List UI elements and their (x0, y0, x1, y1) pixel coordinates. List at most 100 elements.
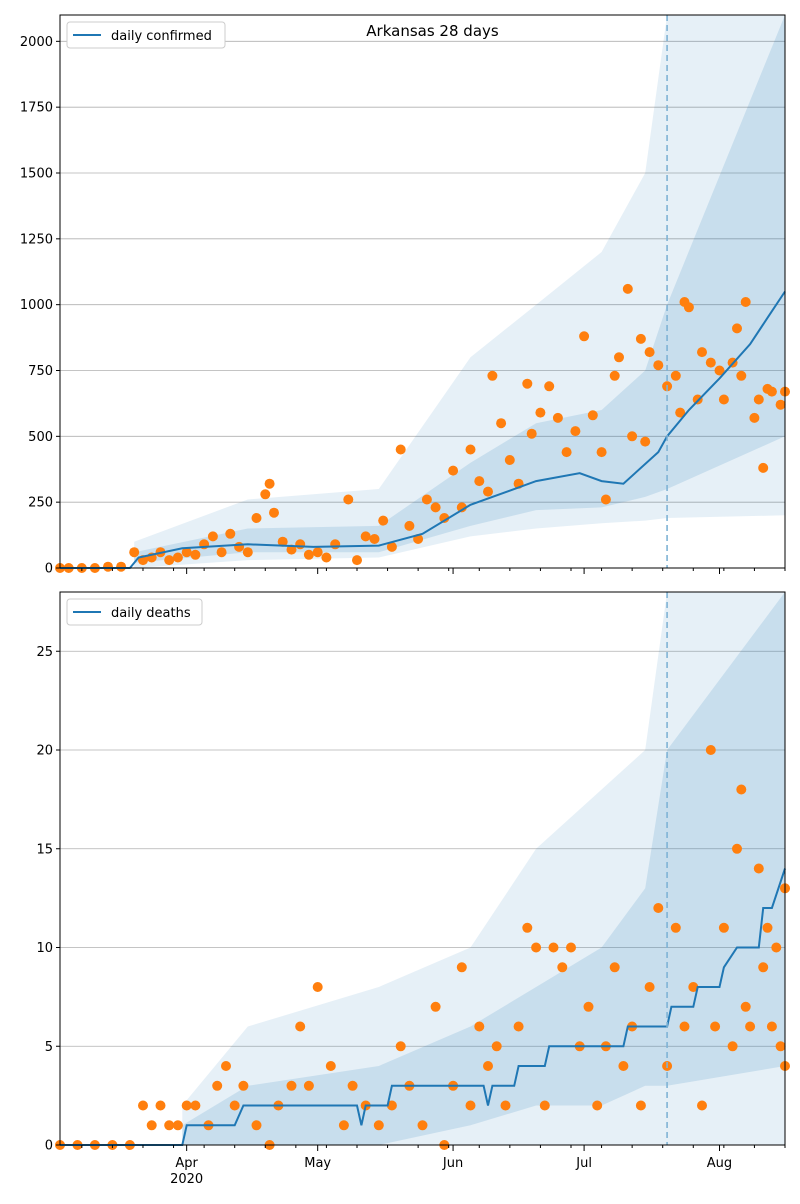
deaths-data-point (548, 942, 559, 953)
confirmed-data-point (622, 283, 633, 294)
confirmed-data-point (749, 412, 760, 423)
deaths-data-point (697, 1100, 707, 1111)
deaths-data-point (718, 922, 729, 933)
confirmed-data-point (600, 494, 611, 505)
deaths-data-point (740, 1001, 751, 1012)
deaths-data-point (303, 1080, 314, 1091)
confirmed-ytick-label: 1250 (20, 232, 53, 247)
confirmed-data-point (644, 347, 655, 358)
confirmed-ytick-label: 2000 (20, 35, 53, 50)
confirmed-data-point (225, 528, 236, 539)
deaths-legend-box (66, 598, 203, 626)
confirmed-data-point (395, 444, 406, 455)
confirmed-data-point (753, 394, 764, 405)
confirmed-ytick-label: 1750 (20, 101, 53, 116)
deaths-data-point (688, 982, 699, 992)
confirmed-data-point (640, 436, 651, 447)
confirmed-data-point (596, 447, 607, 458)
confirmed-data-point (483, 486, 493, 497)
confirmed-ytick-label: 1500 (20, 167, 53, 182)
confirmed-band-outer (134, 15, 785, 568)
confirmed-data-point (635, 333, 646, 344)
confirmed-ytick-label: 0 (45, 562, 53, 577)
deaths-data-point (251, 1120, 262, 1131)
deaths-data-point (710, 1021, 721, 1032)
deaths-data-point (286, 1080, 297, 1091)
deaths-data-point (500, 1100, 511, 1111)
confirmed-data-point (758, 462, 769, 473)
confirmed-legend-box (66, 21, 226, 49)
deaths-data-point (146, 1120, 157, 1131)
deaths-data-point (679, 1021, 690, 1032)
deaths-data-point (609, 962, 620, 973)
confirmed-data-point (369, 534, 380, 544)
deaths-data-point (491, 1041, 502, 1052)
confirmed-data-point (522, 378, 533, 389)
confirmed-data-point (234, 541, 245, 552)
confirmed-legend-label: daily confirmed (111, 29, 212, 44)
deaths-band-outer (182, 592, 786, 1145)
confirmed-data-point (465, 444, 476, 455)
deaths-xtick-label: Aug (707, 1156, 732, 1171)
deaths-data-point (325, 1061, 336, 1071)
confirmed-data-point (103, 561, 113, 572)
deaths-data-point (753, 863, 764, 874)
deaths-data-point (653, 903, 664, 913)
deaths-data-point (164, 1120, 175, 1131)
deaths-frame (59, 591, 786, 1146)
deaths-ytick-label: 25 (36, 645, 53, 660)
confirmed-data-point (504, 455, 515, 465)
confirmed-data-point (579, 331, 590, 342)
deaths-ytick-label: 10 (36, 941, 53, 956)
confirmed-data-point (129, 547, 140, 558)
confirmed-data-point (190, 549, 201, 560)
deaths-data-point (531, 942, 542, 953)
deaths-xtick-label: May (304, 1156, 331, 1171)
deaths-data-point (430, 1001, 441, 1012)
confirmed-bands (134, 15, 785, 568)
deaths-data-point (762, 922, 773, 933)
confirmed-data-point (705, 357, 716, 368)
deaths-data-point (417, 1120, 428, 1131)
deaths-bands (182, 592, 786, 1145)
deaths-data-point (172, 1120, 183, 1131)
confirmed-data-point (242, 547, 253, 558)
confirmed-xticks (81, 568, 786, 574)
confirmed-data-point (627, 431, 638, 442)
confirmed-data-point (609, 370, 620, 381)
deaths-data-point (635, 1100, 646, 1111)
deaths-ytick-label: 5 (45, 1040, 53, 1055)
deaths-data-point (766, 1021, 777, 1032)
deaths-data-point (386, 1100, 397, 1111)
confirmed-data-point (321, 552, 332, 563)
confirmed-data-point (697, 347, 707, 358)
deaths-data-point (644, 982, 655, 992)
confirmed-data-point (552, 412, 563, 423)
deaths-data-point (732, 843, 742, 854)
confirmed-frame (59, 14, 786, 569)
confirmed-data-point (526, 428, 537, 439)
deaths-data-point (212, 1080, 223, 1091)
deaths-data-point (190, 1100, 201, 1111)
confirmed-data-point (439, 513, 450, 523)
deaths-data-point (557, 962, 568, 973)
deaths-data-point (736, 784, 747, 795)
deaths-data-point (670, 922, 681, 933)
confirmed-data-point (732, 323, 742, 334)
deaths-data-point (465, 1100, 476, 1111)
confirmed-data-point (164, 555, 175, 566)
deaths-data-point (583, 1001, 594, 1012)
confirmed-line-group (60, 290, 786, 569)
deaths-points (55, 745, 790, 1150)
confirmed-data-point (675, 407, 686, 418)
deaths-series-line (60, 868, 786, 1146)
deaths-data-point (395, 1041, 406, 1052)
confirmed-series-line (60, 290, 786, 569)
confirmed-data-point (343, 494, 354, 505)
confirmed-data-point (251, 513, 262, 523)
confirmed-data-point (614, 352, 624, 363)
confirmed-legend: daily confirmed (66, 21, 226, 49)
confirmed-data-point (404, 520, 415, 531)
deaths-line-group (60, 868, 786, 1146)
